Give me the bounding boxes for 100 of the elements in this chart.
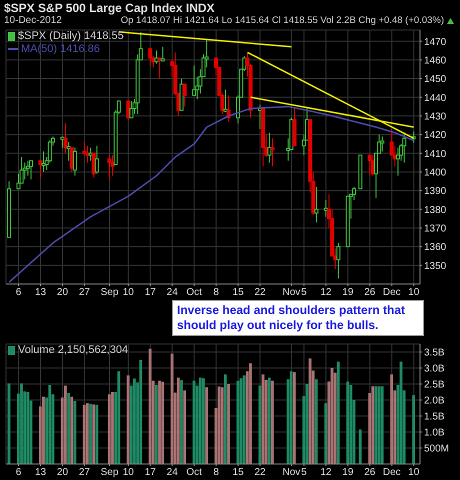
bar <box>170 354 174 464</box>
bar <box>249 363 252 464</box>
candlestick <box>182 84 187 108</box>
candlestick <box>64 122 68 154</box>
bar <box>349 384 352 464</box>
candlestick <box>42 150 46 172</box>
x-tick-label: 20 <box>56 287 68 298</box>
y-tick-label: 2.5B <box>424 380 445 391</box>
candlestick <box>267 132 272 164</box>
bar <box>227 384 230 464</box>
x-tick-label: 26 <box>364 467 376 478</box>
y-tick-label: 1400 <box>424 167 447 178</box>
x-tick-label: 27 <box>78 287 90 298</box>
bar <box>378 386 380 464</box>
candlestick <box>402 134 406 164</box>
candlestick <box>66 142 71 162</box>
y-tick-label: 1460 <box>424 55 447 66</box>
bar <box>330 368 334 464</box>
bar <box>67 392 70 464</box>
candlestick <box>192 64 196 96</box>
x-tick-label: 19 <box>342 467 354 478</box>
candlestick <box>368 154 372 176</box>
text: Inverse head and shoulders pattern that should play out nicely for the bulls. <box>172 300 424 336</box>
candlestick <box>314 186 318 223</box>
y-tick-label: 1430 <box>424 111 447 122</box>
bar <box>218 386 221 464</box>
chart-subtitle: 10-Dec-2012 <box>4 15 62 26</box>
x-tick-label: 10 <box>122 287 134 298</box>
candlestick <box>148 48 152 66</box>
x-tick-label: 17 <box>144 287 156 298</box>
y-tick-label: 2.0B <box>424 396 445 407</box>
bar <box>42 396 45 464</box>
legend-label: MA(50) 1416.86 <box>21 43 100 55</box>
x-tick-label: 12 <box>320 287 332 298</box>
candlestick <box>380 136 384 152</box>
y-tick-label: 500M <box>424 444 450 455</box>
bar <box>292 372 296 464</box>
x-tick-label: 22 <box>254 467 266 478</box>
chart-title: $SPX S&P 500 Large Cap Index INDX <box>4 1 215 15</box>
bar <box>180 380 183 464</box>
candlestick <box>270 138 275 167</box>
x-tick-label: 22 <box>254 287 266 298</box>
bar <box>183 390 186 464</box>
candlestick <box>324 199 328 218</box>
x-tick-label: 5 <box>301 467 308 478</box>
candlestick <box>94 145 99 174</box>
y-tick-label: 1470 <box>424 36 447 48</box>
candlestick <box>88 147 93 162</box>
y-tick-label: 1390 <box>424 186 447 198</box>
candlestick <box>160 46 165 62</box>
bar <box>236 380 240 464</box>
bar <box>89 404 92 464</box>
x-tick-label: 27 <box>78 467 90 478</box>
x-tick-label: 10 <box>122 467 134 478</box>
x-tick-label: 8 <box>213 287 220 298</box>
y-tick-label: 1350 <box>424 260 447 272</box>
bar <box>271 380 274 464</box>
y-tick-label: 1370 <box>424 224 447 235</box>
y-tick-label: 3.5B <box>424 348 445 359</box>
candlestick <box>38 160 42 178</box>
x-tick-label: 8 <box>213 467 220 478</box>
candlestick <box>154 50 158 64</box>
bar <box>306 384 308 464</box>
x-tick-label: Sep <box>100 287 119 298</box>
y-tick-label: 1380 <box>424 204 447 216</box>
bar <box>202 378 205 464</box>
bar <box>314 379 318 464</box>
x-tick-label: 24 <box>166 467 178 478</box>
candlestick <box>158 57 162 80</box>
bar <box>224 374 227 464</box>
candlestick <box>16 173 20 190</box>
text: Op 1418.07 Hi 1421.64 Lo 1415.64 Cl 1418.55 Vol 2.2B Chg +0.48 (+0.03%) <box>120 15 444 26</box>
x-tick-label: 10 <box>408 467 420 478</box>
y-tick-label: 1410 <box>424 148 447 160</box>
x-tick-label: 19 <box>342 287 354 298</box>
bar <box>148 348 152 464</box>
y-tick-label: 1420 <box>424 130 447 142</box>
y-tick-label: 3.0B <box>424 364 445 375</box>
x-tick-label: 10 <box>408 287 420 298</box>
x-tick-label: 6 <box>16 467 22 478</box>
legend-label: Volume 2,150,562,304 <box>18 344 128 356</box>
x-tick-label: Dec <box>382 287 401 298</box>
candlestick <box>129 100 134 118</box>
x-tick-label: Nov <box>282 467 300 478</box>
x-tick-label: 5 <box>301 287 308 298</box>
bar <box>108 394 111 464</box>
bar <box>390 374 394 464</box>
x-tick-label: 17 <box>144 467 156 478</box>
bar <box>20 383 23 464</box>
bar <box>86 403 89 464</box>
x-tick-label: Oct <box>186 287 202 298</box>
candlestick <box>26 160 30 176</box>
bar <box>64 386 67 464</box>
x-tick-label: 13 <box>34 467 46 478</box>
y-tick-label: 1440 <box>424 92 447 104</box>
bar <box>192 380 196 464</box>
legend-label: $SPX (Daily) 1418.55 <box>18 30 124 42</box>
x-tick-label: 12 <box>320 467 332 478</box>
x-tick-label: Nov <box>282 287 300 298</box>
x-tick-label: 15 <box>232 287 244 298</box>
